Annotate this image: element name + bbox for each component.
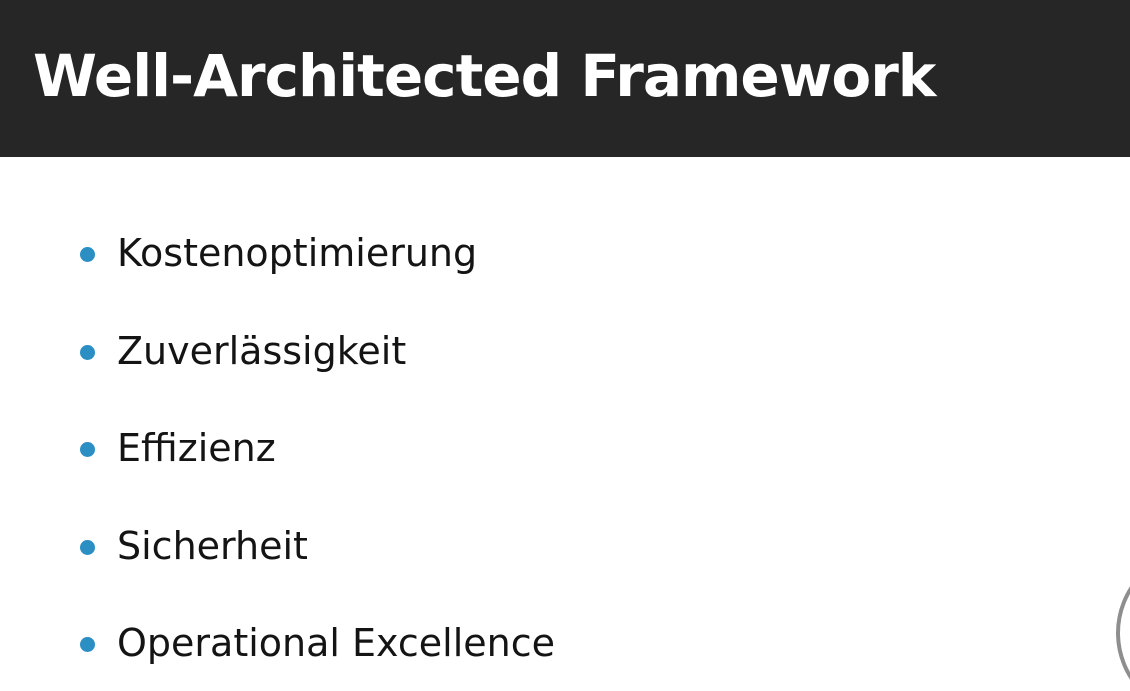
bullet-text: Sicherheit — [117, 523, 308, 568]
title-bar: Well-Architected Framework — [0, 0, 1130, 157]
bullet-dot-icon — [80, 539, 95, 555]
bullet-list: Kostenoptimierung Zuverlässigkeit Effizi… — [80, 222, 555, 691]
bullet-item: Zuverlässigkeit — [80, 320, 555, 418]
bullet-item: Sicherheit — [80, 515, 555, 613]
bullet-text: Effizienz — [117, 426, 276, 470]
corner-circle-icon — [1116, 548, 1130, 691]
bullet-dot-icon — [80, 442, 95, 457]
bullet-dot-icon — [80, 344, 95, 360]
bullet-item: Effizienz — [80, 417, 555, 515]
slide-title: Well-Architected Framework — [33, 42, 936, 110]
bullet-dot-icon — [80, 637, 95, 652]
bullet-text: Operational Excellence — [117, 621, 555, 665]
bullet-item: Kostenoptimierung — [80, 222, 555, 320]
bullet-dot-icon — [80, 247, 95, 262]
bullet-text: Zuverlässigkeit — [117, 328, 407, 373]
bullet-text: Kostenoptimierung — [117, 231, 478, 275]
bullet-item: Operational Excellence — [80, 612, 555, 691]
